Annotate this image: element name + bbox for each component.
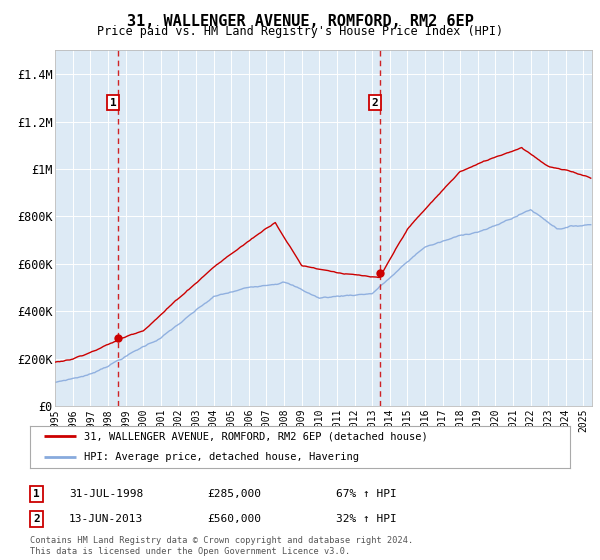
Text: 1: 1 xyxy=(110,97,116,108)
Text: Price paid vs. HM Land Registry's House Price Index (HPI): Price paid vs. HM Land Registry's House … xyxy=(97,25,503,38)
Text: HPI: Average price, detached house, Havering: HPI: Average price, detached house, Have… xyxy=(84,452,359,462)
Text: £560,000: £560,000 xyxy=(207,514,261,524)
Text: 32% ↑ HPI: 32% ↑ HPI xyxy=(336,514,397,524)
Text: 31, WALLENGER AVENUE, ROMFORD, RM2 6EP (detached house): 31, WALLENGER AVENUE, ROMFORD, RM2 6EP (… xyxy=(84,431,428,441)
Text: Contains HM Land Registry data © Crown copyright and database right 2024.
This d: Contains HM Land Registry data © Crown c… xyxy=(30,536,413,556)
Text: 31-JUL-1998: 31-JUL-1998 xyxy=(69,489,143,499)
Text: £285,000: £285,000 xyxy=(207,489,261,499)
Text: 67% ↑ HPI: 67% ↑ HPI xyxy=(336,489,397,499)
Text: 2: 2 xyxy=(33,514,40,524)
Text: 31, WALLENGER AVENUE, ROMFORD, RM2 6EP: 31, WALLENGER AVENUE, ROMFORD, RM2 6EP xyxy=(127,14,473,29)
Text: 1: 1 xyxy=(33,489,40,499)
Text: 2: 2 xyxy=(371,97,378,108)
Text: 13-JUN-2013: 13-JUN-2013 xyxy=(69,514,143,524)
